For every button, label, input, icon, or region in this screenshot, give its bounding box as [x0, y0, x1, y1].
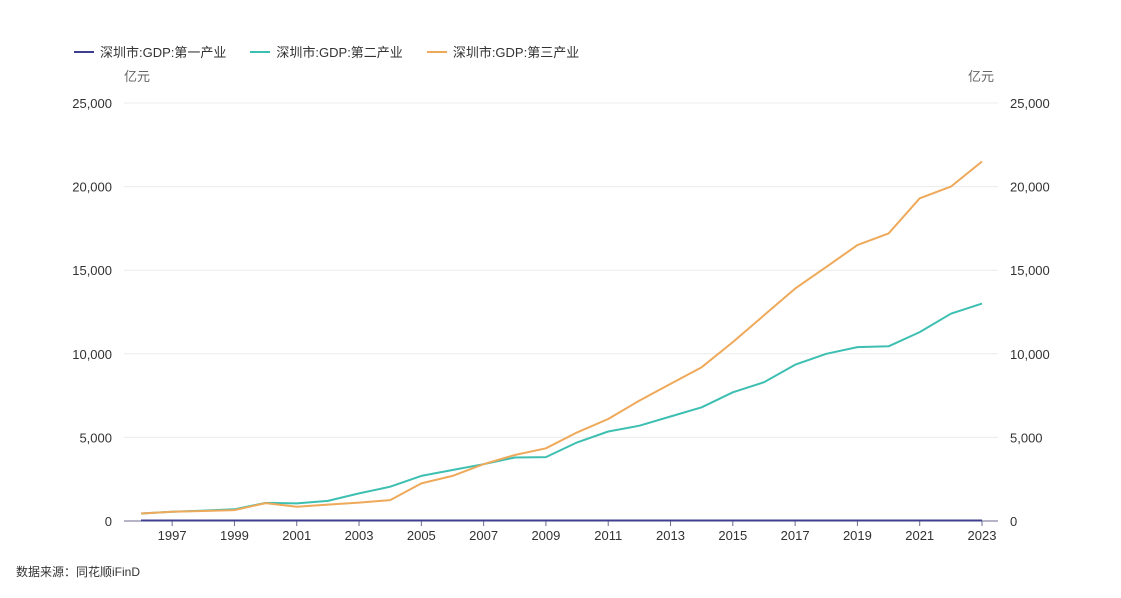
gridlines: [124, 102, 998, 438]
x-axis: 1997 1999 2001 2003 2005 2007 2009 2011 2013 2015…: [124, 520, 998, 543]
y-tick-label-left: 15,000: [72, 263, 112, 278]
x-tick-label: 2011: [594, 528, 622, 543]
x-tick-label: 2021: [905, 528, 934, 543]
series-line-2: [140, 302, 983, 515]
legend-swatch-tertiary: [426, 50, 447, 53]
legend-item-tertiary[interactable]: 深圳市:GDP:第三产业: [426, 42, 580, 61]
x-tick-label: 2003: [345, 528, 374, 543]
legend-label-secondary: 深圳市:GDP:第二产业: [276, 45, 403, 60]
x-tick-label: 2017: [781, 528, 810, 543]
data-source-note: 数据来源：同花顺iFinD: [16, 565, 141, 579]
y-tick-label-right: 25,000: [1010, 96, 1050, 111]
x-tick-label: 1997: [158, 528, 187, 543]
x-tick-label: 1999: [220, 528, 249, 543]
y-axis-right: 0 5,000 10,000 15,000 20,000 25,000: [1010, 96, 1050, 529]
series-line-3: [140, 160, 983, 515]
y-tick-label-right: 15,000: [1010, 263, 1050, 278]
y-axis-unit-right: 亿元: [968, 69, 995, 84]
y-tick-label-right: 20,000: [1010, 180, 1050, 195]
x-tick-label: 2009: [531, 528, 560, 543]
x-tick-label: 2007: [469, 528, 498, 543]
legend-label-tertiary: 深圳市:GDP:第三产业: [452, 45, 580, 60]
y-axis-unit-left: 亿元: [124, 69, 151, 84]
x-tick-label: 2001: [282, 528, 311, 543]
x-tick-label: 2013: [656, 528, 685, 543]
x-tick-label: 2023: [968, 528, 997, 543]
y-tick-label-left: 0: [105, 514, 112, 529]
legend-label-primary: 深圳市:GDP:第一产业: [100, 45, 227, 60]
y-tick-label-left: 10,000: [72, 347, 112, 362]
legend-item-secondary[interactable]: 深圳市:GDP:第二产业: [250, 42, 403, 61]
series-lines: [140, 160, 983, 522]
x-tick-label: 2005: [407, 528, 436, 543]
y-tick-label-right: 5,000: [1010, 430, 1043, 445]
x-tick-label: 2015: [718, 528, 747, 543]
legend-item-primary[interactable]: 深圳市:GDP:第一产业: [74, 42, 226, 61]
legend-swatch-secondary: [250, 50, 271, 53]
y-tick-label-right: 0: [1010, 514, 1017, 529]
y-tick-label-right: 10,000: [1010, 347, 1050, 362]
y-axis-left: 0 5,000 10,000 15,000 20,000 25,000: [72, 96, 112, 529]
legend: 深圳市:GDP:第一产业 深圳市:GDP:第二产业 深圳市:GDP:第三产业: [74, 42, 579, 61]
x-tick-label: 2019: [843, 528, 872, 543]
y-tick-label-left: 5,000: [79, 430, 112, 445]
y-tick-label-left: 20,000: [72, 180, 112, 195]
legend-swatch-primary: [74, 50, 94, 53]
y-tick-label-left: 25,000: [72, 96, 112, 111]
